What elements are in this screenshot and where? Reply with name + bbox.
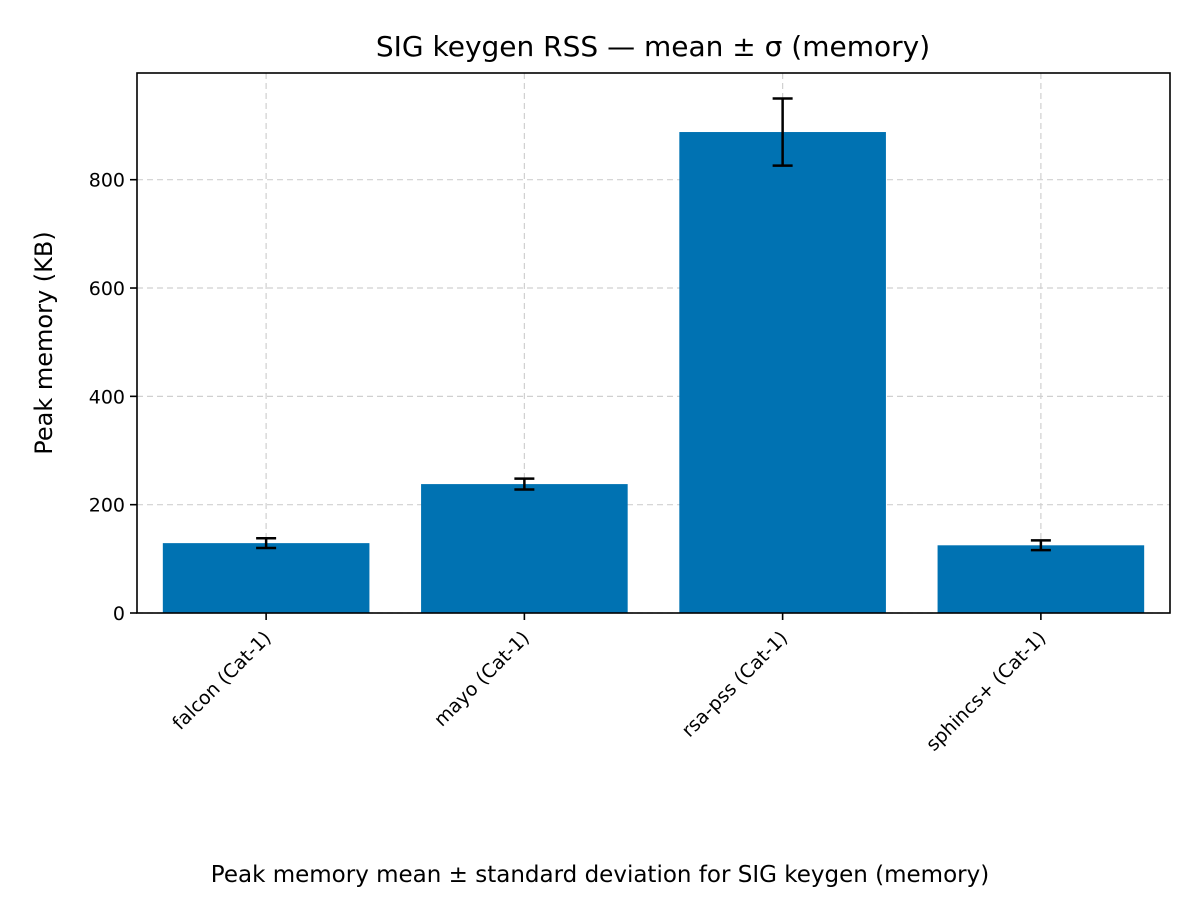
bar: [421, 484, 628, 613]
x-tick-label: falcon (Cat-1): [168, 627, 275, 734]
y-tick-label: 0: [113, 603, 125, 625]
grid-lines: [137, 73, 1170, 614]
bar: [937, 545, 1145, 613]
x-tick-label: rsa-pss (Cat-1): [677, 627, 792, 742]
axes: 0 200 400 600 800 falcon (Cat-1) mayo (Cat-1) r…: [89, 72, 1171, 756]
x-tick-label: mayo (Cat-1): [430, 627, 534, 731]
figure-caption: Peak memory mean ± standard deviation fo…: [210, 862, 990, 888]
plot-frame: [136, 72, 1171, 614]
y-tick-label: 400: [89, 386, 125, 408]
y-tick-label: 200: [89, 495, 125, 517]
x-tick-label: sphincs+ (Cat-1): [922, 627, 1051, 756]
y-tick-label: 800: [89, 170, 125, 192]
y-axis-label: Peak memory (KB): [30, 231, 58, 454]
chart-title: SIG keygen RSS — mean ± σ (memory): [376, 30, 930, 63]
y-tick-label: 600: [89, 278, 125, 300]
bar: [679, 132, 886, 613]
bars: [162, 132, 1145, 613]
error-bars: [256, 97, 1051, 552]
bar: [162, 543, 370, 613]
